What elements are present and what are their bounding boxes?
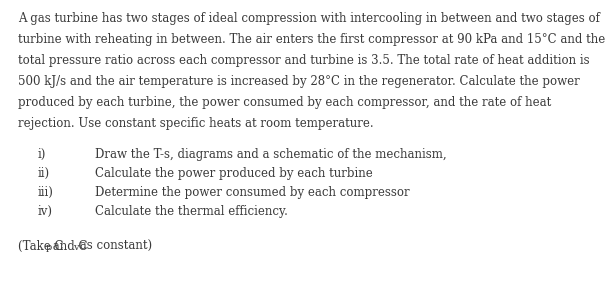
Text: total pressure ratio across each compressor and turbine is 3.5. The total rate o: total pressure ratio across each compres… <box>18 54 590 67</box>
Text: Calculate the thermal efficiency.: Calculate the thermal efficiency. <box>95 205 288 218</box>
Text: 500 kJ/s and the air temperature is increased by 28°C in the regenerator. Calcul: 500 kJ/s and the air temperature is incr… <box>18 75 580 88</box>
Text: (Take C: (Take C <box>18 240 64 253</box>
Text: as constant): as constant) <box>76 240 152 253</box>
Text: produced by each turbine, the power consumed by each compressor, and the rate of: produced by each turbine, the power cons… <box>18 96 551 109</box>
Text: A gas turbine has two stages of ideal compression with intercooling in between a: A gas turbine has two stages of ideal co… <box>18 12 600 25</box>
Text: i): i) <box>38 148 47 161</box>
Text: v: v <box>73 243 79 252</box>
Text: p: p <box>46 243 53 252</box>
Text: iv): iv) <box>38 205 53 218</box>
Text: Determine the power consumed by each compressor: Determine the power consumed by each com… <box>95 186 410 199</box>
Text: Calculate the power produced by each turbine: Calculate the power produced by each tur… <box>95 167 373 180</box>
Text: rejection. Use constant specific heats at room temperature.: rejection. Use constant specific heats a… <box>18 117 374 130</box>
Text: iii): iii) <box>38 186 54 199</box>
Text: and C: and C <box>49 240 88 253</box>
Text: ii): ii) <box>38 167 50 180</box>
Text: turbine with reheating in between. The air enters the first compressor at 90 kPa: turbine with reheating in between. The a… <box>18 33 605 46</box>
Text: Draw the T-s, diagrams and a schematic of the mechanism,: Draw the T-s, diagrams and a schematic o… <box>95 148 446 161</box>
